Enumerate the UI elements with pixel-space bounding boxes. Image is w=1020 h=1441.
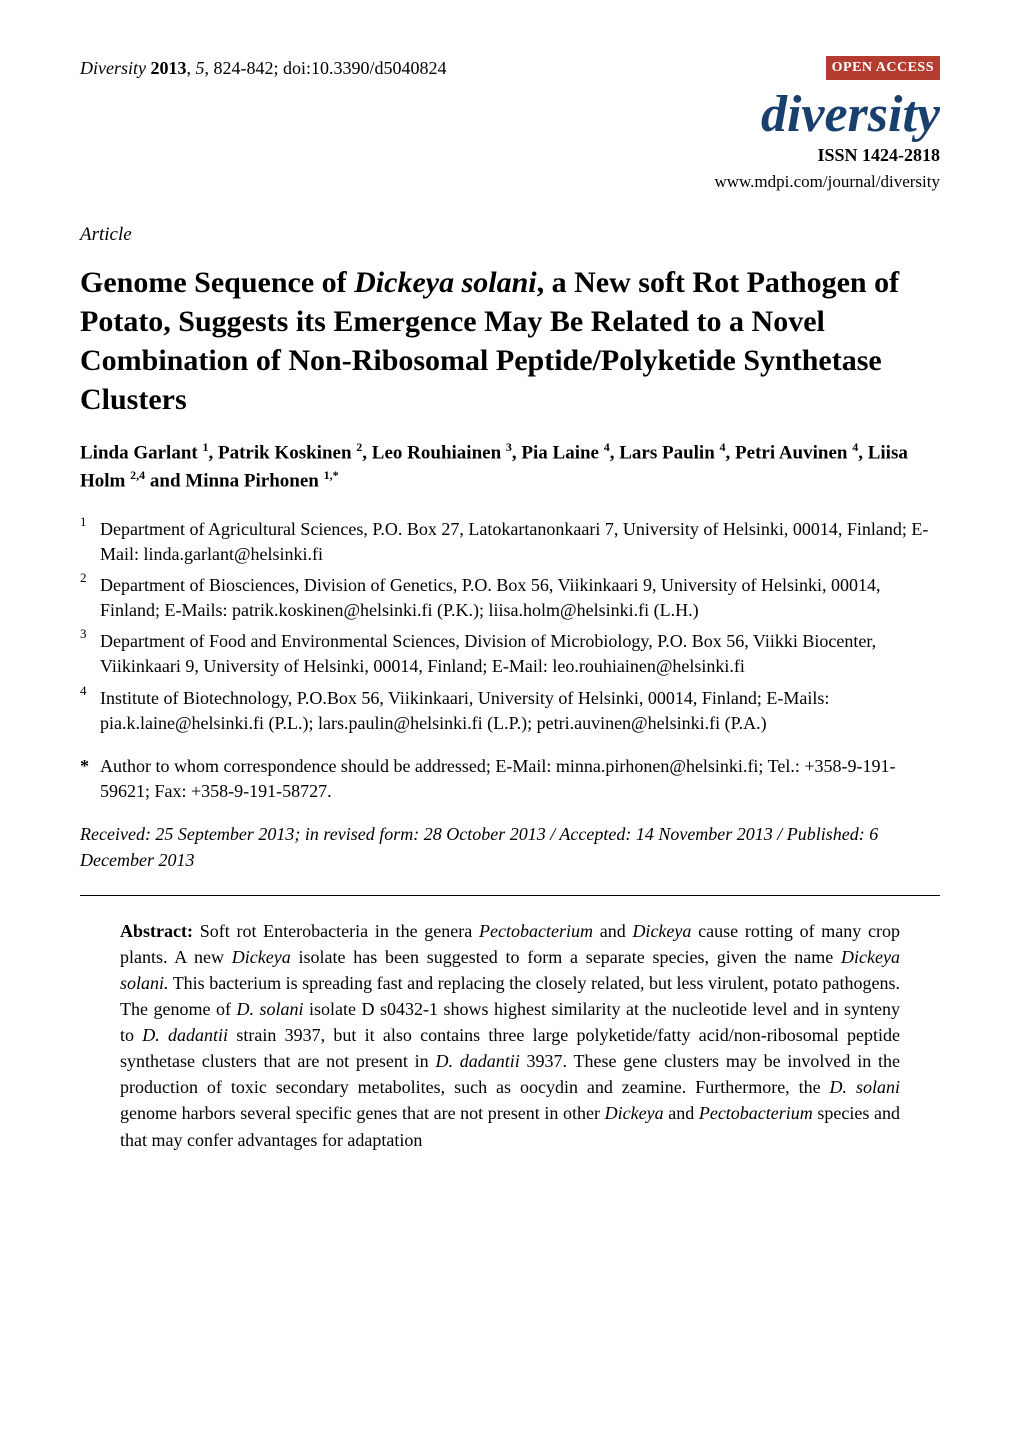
journal-issn: ISSN 1424-2818 xyxy=(80,143,940,168)
affiliation-number: 3 xyxy=(80,625,100,675)
affiliation: 4Institute of Biotechnology, P.O.Box 56,… xyxy=(80,686,940,736)
affiliation-text: Institute of Biotechnology, P.O.Box 56, … xyxy=(100,686,940,736)
abstract-species: Dickeya xyxy=(232,947,291,967)
abstract-species: Pectobacterium xyxy=(479,921,593,941)
journal-citation: Diversity 2013, 5, 824-842; doi:10.3390/… xyxy=(80,56,447,81)
affiliation-text: Department of Food and Environmental Sci… xyxy=(100,629,940,679)
open-access-badge: OPEN ACCESS xyxy=(826,56,940,80)
abstract-text: Soft rot Enterobacteria in the genera xyxy=(193,921,479,941)
journal-logo: diversity xyxy=(80,89,940,141)
journal-doi: doi:10.3390/d5040824 xyxy=(283,58,447,78)
authors-list: Linda Garlant 1, Patrik Koskinen 2, Leo … xyxy=(80,439,940,495)
journal-pages: 824-842 xyxy=(213,58,273,78)
title-pre: Genome Sequence of xyxy=(80,266,354,299)
abstract-species: D. dadantii xyxy=(142,1025,228,1045)
affiliation-number: 4 xyxy=(80,682,100,732)
abstract-text: isolate has been suggested to form a sep… xyxy=(291,947,841,967)
abstract-label: Abstract: xyxy=(120,921,193,941)
abstract-species: Pectobacterium xyxy=(699,1103,813,1123)
abstract-species: D. solani xyxy=(830,1077,900,1097)
affiliation: 1Department of Agricultural Sciences, P.… xyxy=(80,517,940,567)
journal-url: www.mdpi.com/journal/diversity xyxy=(80,170,940,194)
abstract-species: Dickeya xyxy=(632,921,691,941)
article-title: Genome Sequence of Dickeya solani, a New… xyxy=(80,263,940,419)
corresponding-author: * Author to whom correspondence should b… xyxy=(80,754,940,804)
section-divider xyxy=(80,895,940,896)
affiliation: 2Department of Biosciences, Division of … xyxy=(80,573,940,623)
affiliation-text: Department of Biosciences, Division of G… xyxy=(100,573,940,623)
journal-year: 2013 xyxy=(150,58,186,78)
article-type: Article xyxy=(80,222,940,249)
corresponding-star: * xyxy=(80,754,100,804)
abstract-text: genome harbors several specific genes th… xyxy=(120,1103,605,1123)
article-dates: Received: 25 September 2013; in revised … xyxy=(80,822,940,872)
journal-logo-block: diversity ISSN 1424-2818 www.mdpi.com/jo… xyxy=(80,89,940,194)
journal-name: Diversity xyxy=(80,58,146,78)
affiliation-number: 2 xyxy=(80,569,100,619)
abstract-text: and xyxy=(664,1103,699,1123)
header-row: Diversity 2013, 5, 824-842; doi:10.3390/… xyxy=(80,56,940,81)
title-species: Dickeya solani xyxy=(354,266,536,299)
affiliation-number: 1 xyxy=(80,513,100,563)
corresponding-text: Author to whom correspondence should be … xyxy=(100,754,940,804)
abstract-species: D. solani xyxy=(236,999,303,1019)
abstract: Abstract: Soft rot Enterobacteria in the… xyxy=(120,918,900,1153)
affiliation: 3Department of Food and Environmental Sc… xyxy=(80,629,940,679)
abstract-text: and xyxy=(593,921,632,941)
abstract-species: D. dadantii xyxy=(435,1051,519,1071)
affiliations-list: 1Department of Agricultural Sciences, P.… xyxy=(80,517,940,737)
affiliation-text: Department of Agricultural Sciences, P.O… xyxy=(100,517,940,567)
abstract-species: Dickeya xyxy=(605,1103,664,1123)
